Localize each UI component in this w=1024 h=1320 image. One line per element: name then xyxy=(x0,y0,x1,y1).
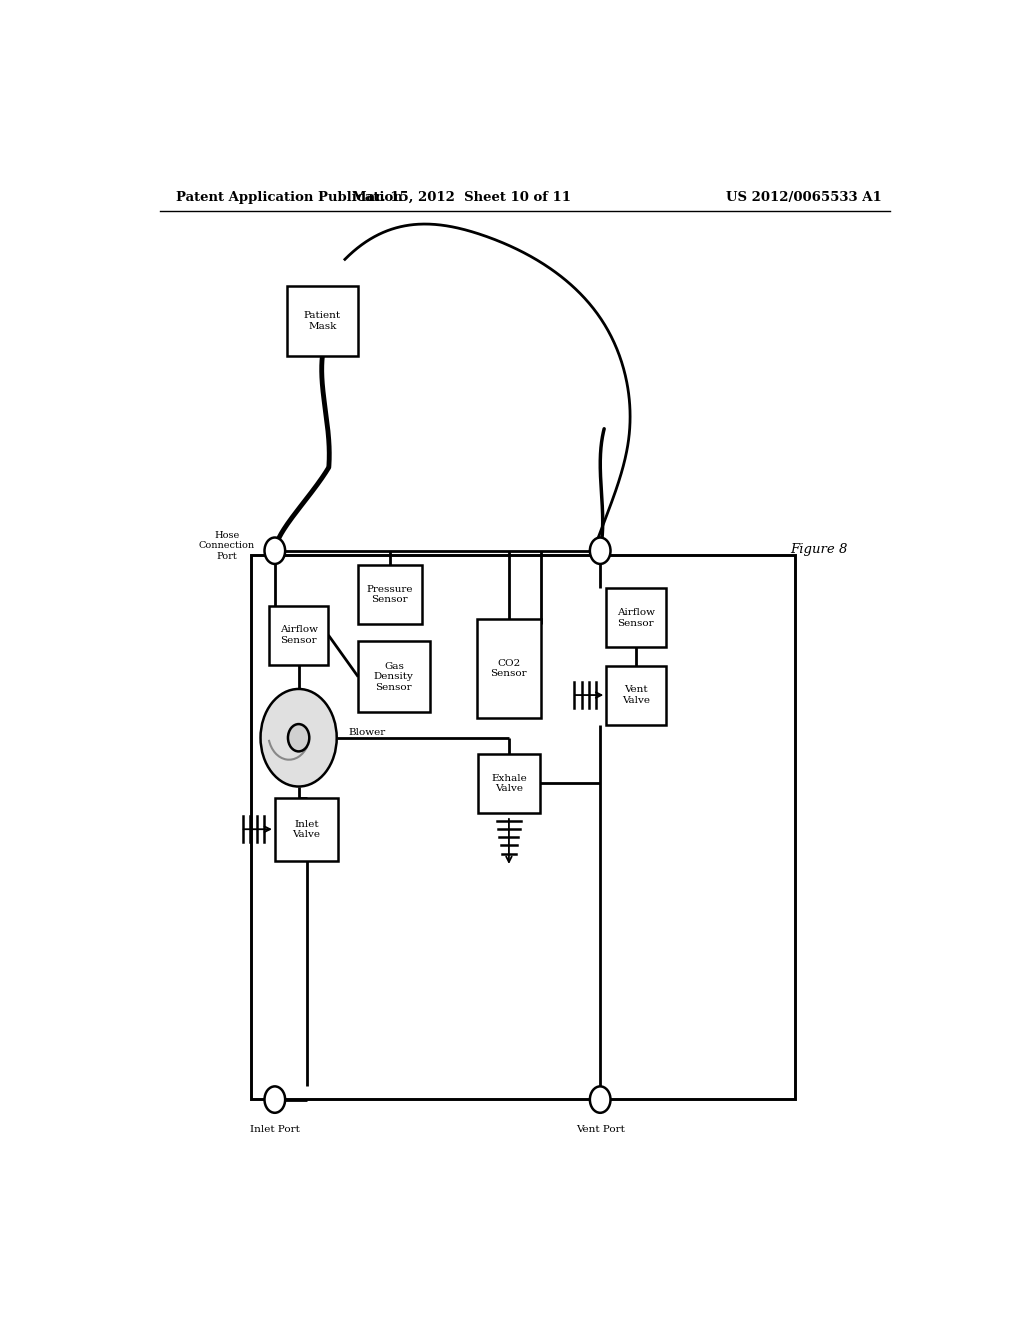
Text: Patient
Mask: Patient Mask xyxy=(304,312,341,331)
Text: Inlet Port: Inlet Port xyxy=(250,1125,300,1134)
Text: Pressure
Sensor: Pressure Sensor xyxy=(367,585,413,605)
Text: Airflow
Sensor: Airflow Sensor xyxy=(280,626,317,644)
Circle shape xyxy=(288,725,309,751)
Circle shape xyxy=(264,537,285,564)
Bar xyxy=(358,642,430,713)
Text: Patent Application Publication: Patent Application Publication xyxy=(176,190,402,203)
Text: Exhale
Valve: Exhale Valve xyxy=(492,774,526,793)
Text: Mar. 15, 2012  Sheet 10 of 11: Mar. 15, 2012 Sheet 10 of 11 xyxy=(352,190,570,203)
Text: Gas
Density
Sensor: Gas Density Sensor xyxy=(374,661,414,692)
Text: Inlet
Valve: Inlet Valve xyxy=(293,820,321,840)
Text: Vent Port: Vent Port xyxy=(575,1125,625,1134)
Bar xyxy=(251,554,795,1098)
Bar xyxy=(269,606,329,664)
Bar xyxy=(287,286,358,355)
Circle shape xyxy=(260,689,337,787)
Bar xyxy=(358,565,422,624)
Circle shape xyxy=(264,1086,285,1113)
Text: CO2
Sensor: CO2 Sensor xyxy=(490,659,527,678)
Bar xyxy=(274,797,338,861)
Bar xyxy=(478,754,540,813)
Circle shape xyxy=(590,1086,610,1113)
Text: Hose
Connection
Port: Hose Connection Port xyxy=(199,531,255,561)
Bar xyxy=(477,619,541,718)
Text: Airflow
Sensor: Airflow Sensor xyxy=(616,609,655,627)
Text: Blower: Blower xyxy=(348,729,386,737)
Bar xyxy=(606,589,666,647)
Text: Vent
Valve: Vent Valve xyxy=(622,685,650,705)
Text: US 2012/0065533 A1: US 2012/0065533 A1 xyxy=(726,190,882,203)
Text: Figure 8: Figure 8 xyxy=(791,544,848,556)
Circle shape xyxy=(590,537,610,564)
Bar xyxy=(606,665,666,725)
